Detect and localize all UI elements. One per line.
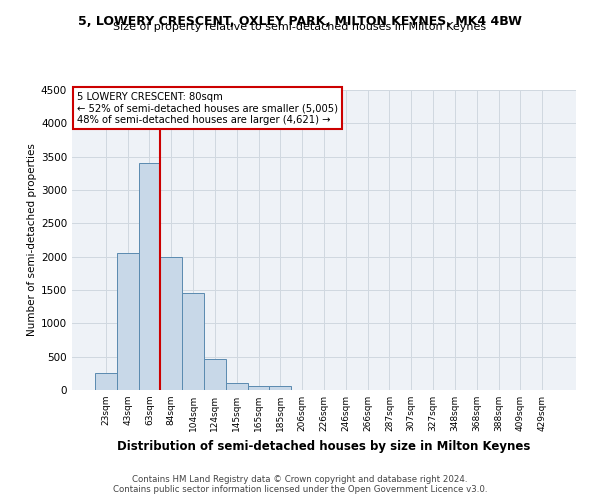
Bar bbox=[269, 386, 291, 390]
Bar bbox=[182, 294, 204, 390]
Text: Contains public sector information licensed under the Open Government Licence v3: Contains public sector information licen… bbox=[113, 485, 487, 494]
Bar bbox=[95, 374, 117, 390]
Bar bbox=[117, 254, 139, 390]
Bar bbox=[248, 386, 269, 390]
Text: Size of property relative to semi-detached houses in Milton Keynes: Size of property relative to semi-detach… bbox=[113, 22, 487, 32]
Bar bbox=[160, 256, 182, 390]
Bar bbox=[226, 384, 248, 390]
Y-axis label: Number of semi-detached properties: Number of semi-detached properties bbox=[27, 144, 37, 336]
Bar bbox=[139, 164, 160, 390]
X-axis label: Distribution of semi-detached houses by size in Milton Keynes: Distribution of semi-detached houses by … bbox=[118, 440, 530, 452]
Text: Contains HM Land Registry data © Crown copyright and database right 2024.: Contains HM Land Registry data © Crown c… bbox=[132, 475, 468, 484]
Text: 5, LOWERY CRESCENT, OXLEY PARK, MILTON KEYNES, MK4 4BW: 5, LOWERY CRESCENT, OXLEY PARK, MILTON K… bbox=[78, 15, 522, 28]
Bar bbox=[204, 358, 226, 390]
Text: 5 LOWERY CRESCENT: 80sqm
← 52% of semi-detached houses are smaller (5,005)
48% o: 5 LOWERY CRESCENT: 80sqm ← 52% of semi-d… bbox=[77, 92, 338, 124]
